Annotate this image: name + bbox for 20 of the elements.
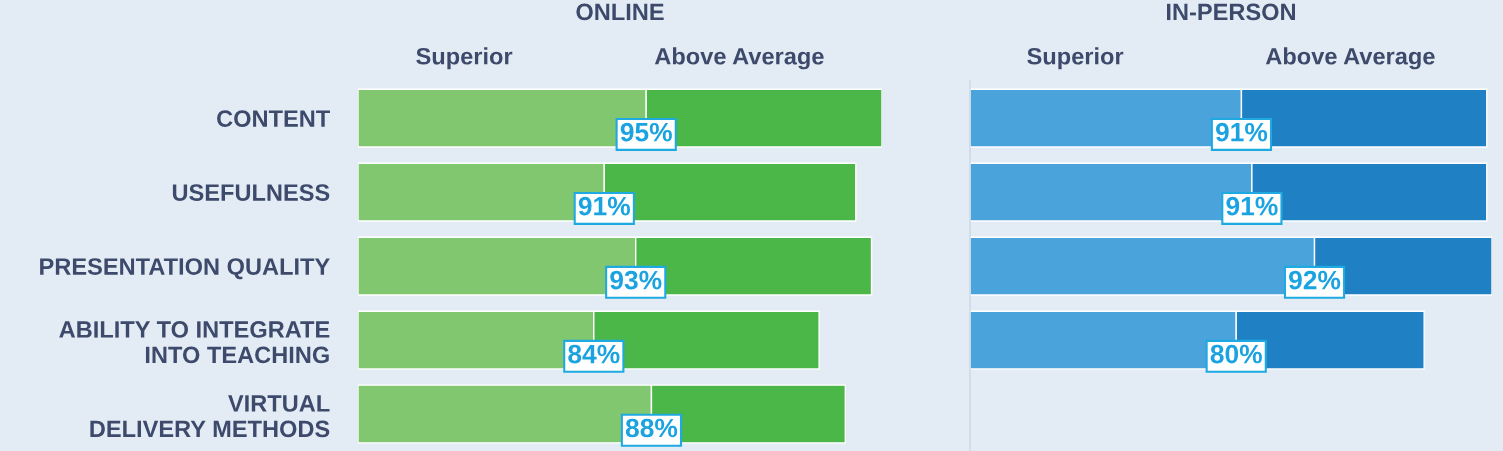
annotation: 80% [1210, 344, 1262, 364]
annotation: 95% [620, 122, 672, 142]
annotation: 93% [610, 270, 662, 290]
y-tick-label: PRESENTATION QUALITY [40, 258, 330, 280]
series-label: Superior [416, 47, 513, 70]
series-label: Superior [1027, 47, 1124, 70]
annotation: 91% [1215, 122, 1268, 142]
y-tick-label: ABILITY TO INTEGRATE INTO TEACHING [59, 321, 330, 364]
series-label: Above Average [1265, 47, 1435, 70]
y-tick-label: CONTENT [217, 110, 330, 127]
chart-title: ONLINE [576, 3, 664, 21]
chart-title: IN-PERSON [1166, 3, 1295, 21]
annotation: 84% [568, 344, 620, 364]
annotation: 92% [1289, 270, 1341, 290]
series-label: Above Average [654, 47, 824, 70]
annotation: 91% [578, 196, 630, 216]
y-tick-label: USEFULNESS [172, 184, 330, 201]
annotation: 91% [1226, 196, 1278, 216]
y-tick-label: VIRTUAL DELIVERY METHODS [90, 395, 330, 438]
annotation: 88% [625, 418, 678, 438]
